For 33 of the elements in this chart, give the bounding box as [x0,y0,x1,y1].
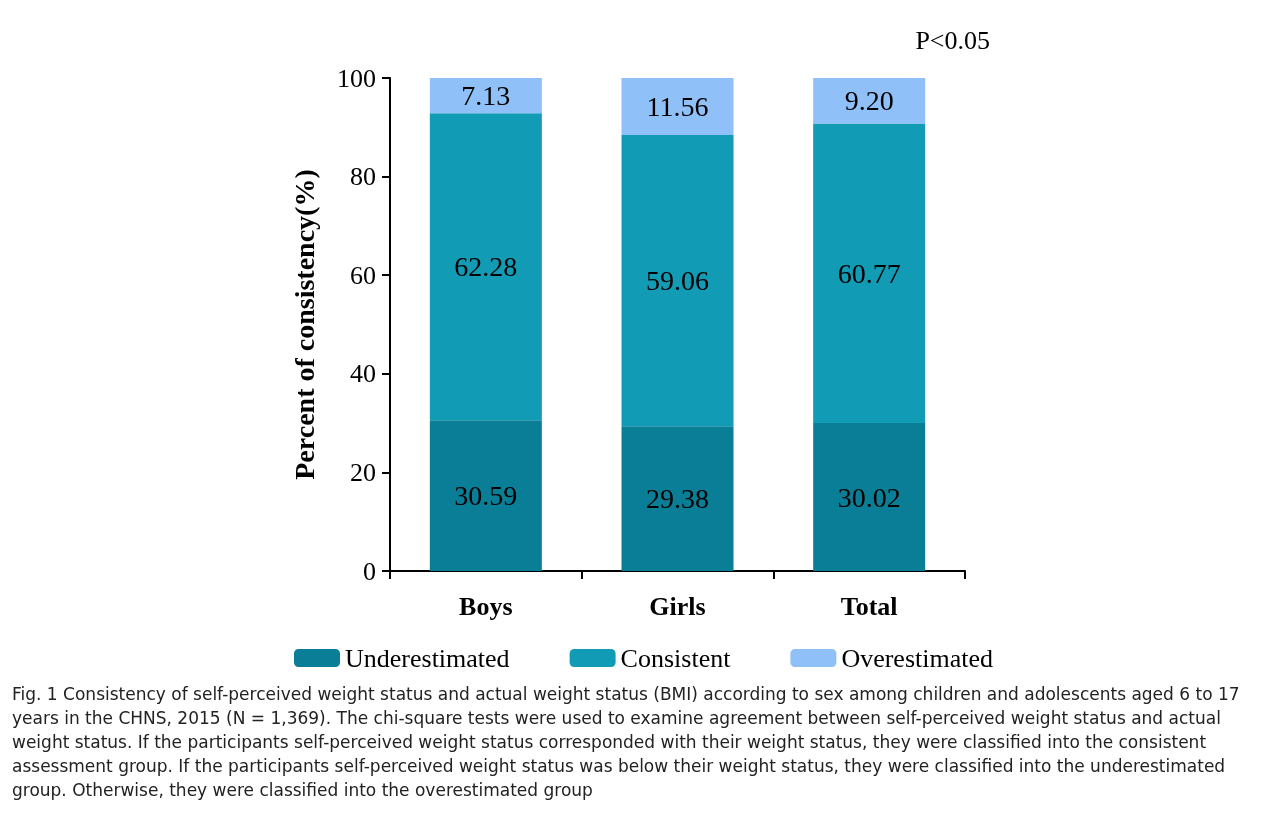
x-tick-label: Girls [649,591,706,621]
data-label: 7.13 [461,80,511,112]
y-tick-label: 0 [363,556,376,586]
y-tick-label: 20 [350,457,376,487]
text: P<0.05 [915,25,990,55]
data-label: 11.56 [646,91,709,122]
bar [621,134,734,427]
legend-label: Consistent [620,643,732,673]
legend-label: Underestimated [345,643,510,673]
y-tick-label: 100 [337,63,376,93]
x-tick-label: Total [840,591,898,621]
data-label: 29.38 [646,483,709,515]
data-label: 30.59 [454,480,518,512]
data-label: 30.02 [837,481,901,513]
bar [429,420,542,571]
bar [813,423,926,571]
caption: Fig. 1 Consistency of self-perceived weight status and actual weight status (BMI) according to sex among children and adolescents aged 6 to 17 years in the CHNS, 2015 (N = 1,369). The chi-square tests were used to examine agreement between self-perceived weight status and actual weight status. If the participants self-perceived weight status corresponded with their weight status, they were classified into the consistent assessment group. If the participants self-perceived weight status was below their weight status, they were classified into the underestimated group. Otherwise, they were classified into the overestimated group [12,683,1241,802]
data-label: 60.77 [837,257,901,289]
y-tick-label: 40 [350,359,376,389]
legend-label: Overestimated [841,643,993,673]
data-label: 62.28 [454,251,518,283]
data-label: 59.06 [646,265,709,297]
bar [813,123,926,423]
bar [621,426,734,571]
bar [429,78,542,114]
y-axis-title: Percent of consistency(%) [288,169,320,480]
data-label: 9.20 [844,85,894,117]
x-tick-label: Boys [459,591,513,621]
y-tick-label: 80 [350,162,376,192]
bar [813,78,926,124]
bar [621,78,734,135]
y-tick-label: 60 [350,260,376,290]
bar [429,113,542,421]
